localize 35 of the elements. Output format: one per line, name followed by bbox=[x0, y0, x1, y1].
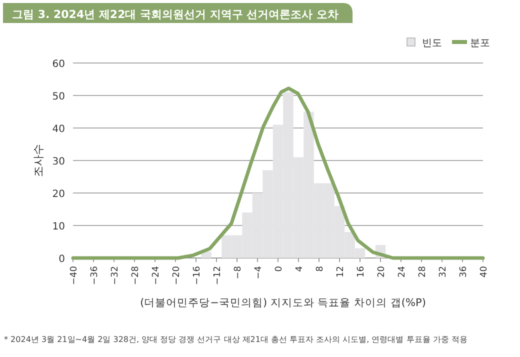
y-tick-label: 10 bbox=[52, 222, 65, 232]
x-tick-label: −16 bbox=[192, 266, 202, 285]
x-tick-label: −8 bbox=[234, 266, 244, 280]
y-tick-label: 40 bbox=[52, 124, 65, 135]
y-tick-label: 50 bbox=[52, 92, 65, 102]
line-series bbox=[71, 86, 485, 260]
legend-label: 분포 bbox=[470, 38, 490, 49]
x-tick-label: −36 bbox=[90, 266, 100, 285]
y-axis-title: 조사수 bbox=[32, 144, 45, 177]
text: * 2024년 3월 21일~4월 2일 328건, 양대 정당 경쟁 선거구 대상 제21대 총선 투표자 조사의 시도별, 연령대별 투표율 가중 적용 bbox=[4, 335, 468, 344]
x-tick-label: −4 bbox=[254, 266, 264, 280]
x-tick-label: 8 bbox=[316, 266, 326, 272]
x-tick-label: −32 bbox=[110, 266, 120, 285]
x-tick-label: −12 bbox=[213, 266, 223, 285]
x-tick-label: 0 bbox=[274, 266, 284, 272]
x-tick-label: 16 bbox=[356, 266, 366, 278]
x-tick-label: 40 bbox=[480, 266, 490, 278]
x-tick-label: 12 bbox=[336, 266, 346, 278]
y-tick-label: 30 bbox=[52, 156, 65, 168]
y-tick-label: 0 bbox=[58, 254, 65, 265]
x-tick-label: 4 bbox=[295, 266, 305, 272]
x-tick-label: 20 bbox=[377, 266, 387, 278]
chart-title: 그림 3. 2024년 제22대 국회의원선거 지역구 선거여론조사 오차 bbox=[12, 8, 339, 21]
legend-label: 빈도 bbox=[422, 38, 442, 49]
x-axis-title: (더불어민주당−국민의힘) 지지도와 득표율 차이의 갭(%P) bbox=[140, 297, 426, 309]
x-tick-label: −40 bbox=[70, 266, 80, 285]
y-tick-label: 20 bbox=[52, 189, 65, 200]
x-tick-label: −20 bbox=[172, 266, 182, 285]
y-tick-label: 60 bbox=[52, 59, 65, 70]
x-tick-label: 36 bbox=[459, 266, 469, 278]
x-tick-label: −28 bbox=[131, 266, 141, 285]
x-tick-label: 32 bbox=[438, 266, 448, 278]
x-tick-label: 24 bbox=[398, 266, 408, 278]
x-tick-label: −24 bbox=[152, 266, 162, 285]
x-tick-label: 28 bbox=[418, 266, 428, 278]
